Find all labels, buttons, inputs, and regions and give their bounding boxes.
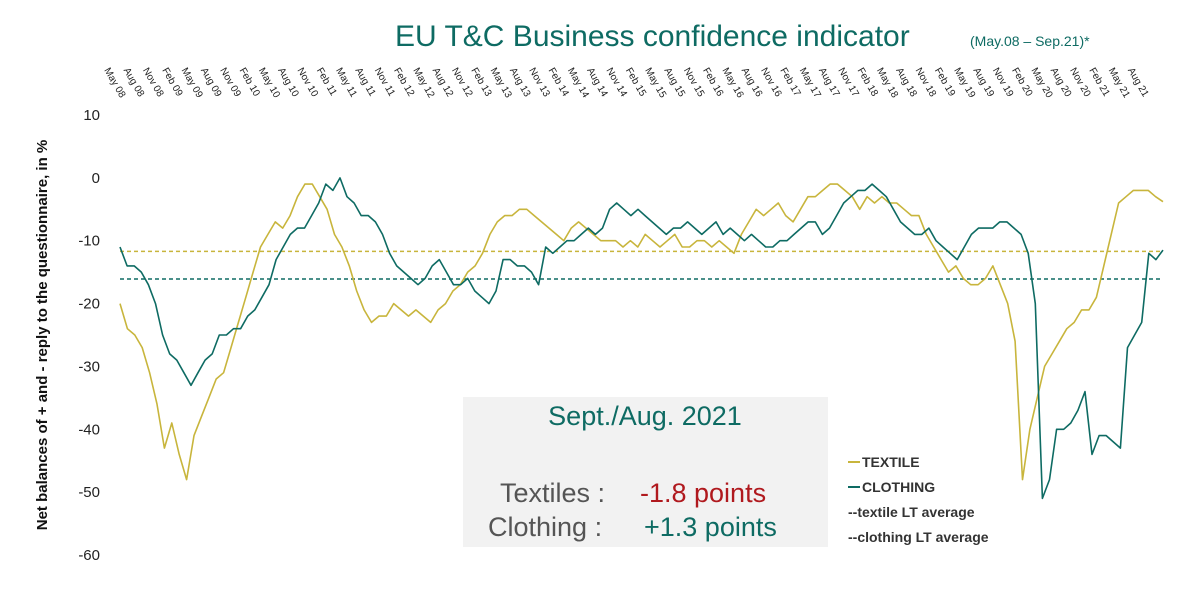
y-tick-label: -50 xyxy=(78,484,100,501)
annotation-title: Sept./Aug. 2021 xyxy=(548,401,742,431)
y-tick-label: -40 xyxy=(78,421,100,438)
y-tick-label: 0 xyxy=(92,170,100,187)
legend-clothing-lt-average: --clothing LT average xyxy=(848,529,989,545)
average-lines xyxy=(120,250,1163,280)
annotation-box-bg xyxy=(463,397,828,547)
legend: TEXTILE CLOTHING --textile LT average --… xyxy=(848,454,989,545)
y-tick-label: 10 xyxy=(83,107,100,124)
y-axis-ticks: 10 0 -10 -20 -30 -40 -50 -60 xyxy=(78,107,100,564)
y-tick-label: -60 xyxy=(78,547,100,564)
series-textile xyxy=(119,183,1164,481)
textiles-value: -1.8 points xyxy=(640,478,766,508)
y-tick-label: -20 xyxy=(78,296,100,313)
clothing-label: Clothing : xyxy=(488,512,602,542)
annotation-box: Sept./Aug. 2021 Textiles : -1.8 points C… xyxy=(463,397,828,547)
chart-subtitle: (May.08 – Sep.21)* xyxy=(970,33,1090,49)
series-lines xyxy=(119,177,1164,500)
legend-textile-lt-average: --textile LT average xyxy=(848,504,975,520)
series-clothing xyxy=(119,177,1164,500)
y-axis-label: Net balances of + and - reply to the que… xyxy=(34,140,51,531)
chart-title: EU T&C Business confidence indicator xyxy=(395,20,910,53)
legend-textile: TEXTILE xyxy=(862,454,920,470)
textiles-label: Textiles : xyxy=(500,478,605,508)
y-tick-label: -30 xyxy=(78,358,100,375)
legend-clothing: CLOTHING xyxy=(862,479,935,495)
y-tick-label: -10 xyxy=(78,233,100,250)
clothing-value: +1.3 points xyxy=(644,512,777,542)
